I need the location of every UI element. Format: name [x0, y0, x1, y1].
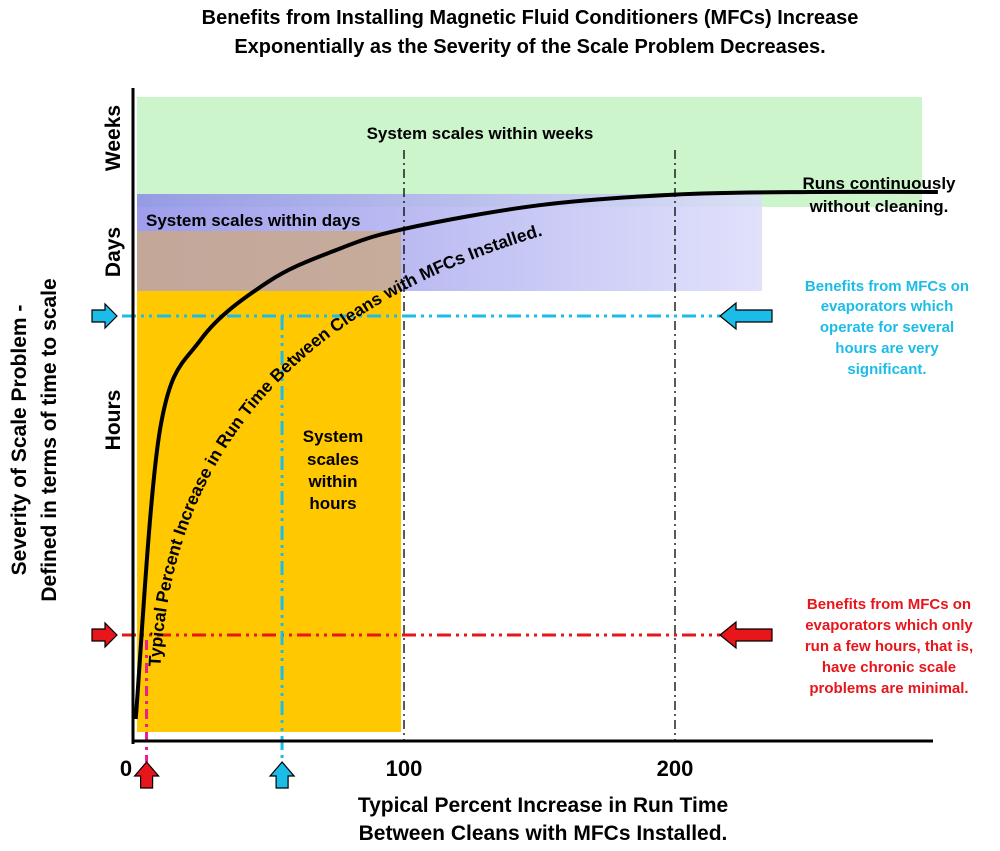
y-category-hours: Hours	[102, 390, 125, 451]
cyan-up-arrow-icon	[268, 761, 296, 789]
cyan-left-arrow-icon	[91, 302, 118, 330]
weeks-band	[137, 97, 922, 207]
x-axis-title-line-1: Typical Percent Increase in Run Time	[358, 794, 728, 817]
x-tick-label-100: 100	[386, 756, 423, 781]
x-axis-title-line-2: Between Cleans with MFCs Installed.	[359, 822, 728, 845]
days-region-label: System scales within days	[146, 211, 361, 230]
y-category-days: Days	[102, 227, 125, 277]
weeks-region-label: System scales within weeks	[367, 124, 594, 143]
red-note-line-2: evaporators which only	[805, 617, 973, 634]
x-tick-labels: 0 100 200	[120, 756, 693, 781]
red-annotation: Benefits from MFCs on evaporators which …	[805, 596, 974, 697]
cyan-note-line-5: significant.	[847, 361, 926, 378]
x-tick-label-200: 200	[657, 756, 694, 781]
hours-region-label-3: within	[307, 472, 357, 491]
cyan-note-line-1: Benefits from MFCs on	[805, 278, 969, 295]
cyan-note-line-4: hours are very	[835, 340, 939, 357]
chart-title-line-1: Benefits from Installing Magnetic Fluid …	[202, 7, 859, 29]
y-axis-title-line-2: Defined in terms of time to scale	[38, 278, 61, 601]
x-tick-label-0: 0	[120, 756, 132, 781]
y-category-weeks: Weeks	[102, 105, 125, 171]
runs-continuously-line-2: without cleaning.	[809, 197, 949, 216]
red-note-line-1: Benefits from MFCs on	[807, 596, 971, 613]
chart-title-line-2: Exponentially as the Severity of the Sca…	[234, 36, 825, 58]
hours-region-label-1: System	[303, 427, 363, 446]
cyan-right-arrow-icon	[719, 301, 773, 331]
hours-region-label-4: hours	[309, 494, 356, 513]
cyan-note-line-2: evaporators which	[821, 298, 954, 315]
red-up-arrow-icon	[133, 761, 160, 789]
red-right-arrow-icon	[719, 620, 773, 650]
cyan-annotation: Benefits from MFCs on evaporators which …	[805, 278, 969, 378]
runs-continuously-line-1: Runs continuously	[803, 174, 957, 193]
curve-line	[133, 189, 938, 720]
red-note-line-5: problems are minimal.	[809, 680, 968, 697]
red-left-arrow-icon	[91, 621, 118, 649]
red-note-line-3: run a few hours, that is,	[805, 638, 973, 655]
vertical-guide-lines	[403, 150, 676, 741]
red-note-line-4: have chronic scale	[822, 659, 956, 676]
cyan-note-line-3: operate for several	[820, 319, 954, 336]
y-axis-title-line-1: Severity of Scale Problem -	[8, 305, 31, 576]
hours-region-label-2: scales	[307, 450, 359, 469]
